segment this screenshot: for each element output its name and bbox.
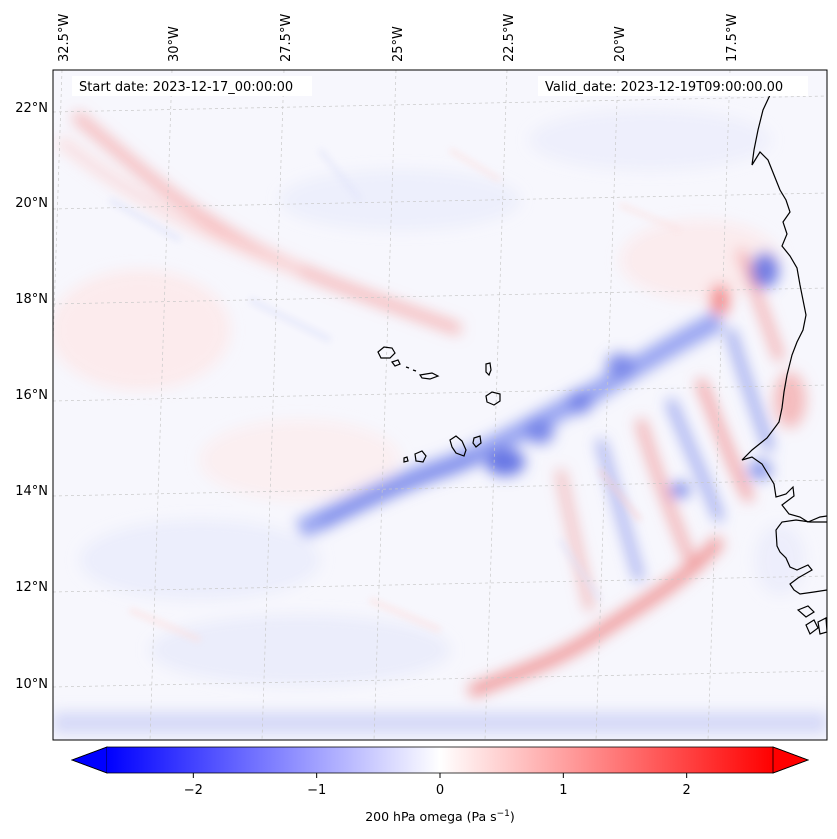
latitude-labels: 22°N 20°N 18°N 16°N 14°N 12°N 10°N [15,101,48,692]
colorbar-max-extend [772,746,810,774]
lon-label-25w: 25°W [391,26,406,62]
omega-texture [108,148,681,643]
island-sao-vicente [391,359,401,367]
colorbar-tick-label: 2 [683,783,691,798]
colorbar-label: 200 hPa omega (Pa s−1) [365,809,515,824]
start-date-label: Start date: 2023-12-17_00:00:00 [79,80,293,95]
lat-label-10n: 10°N [15,677,48,692]
lat-label-18n: 18°N [15,292,48,307]
lon-label-30w: 30°W [167,26,182,62]
lon-label-22-5w: 22.5°W [502,14,517,62]
colorbar-min-extend [70,746,108,774]
start-label-box [72,76,312,96]
lon-label-27-5w: 27.5°W [279,14,294,62]
map-frame [52,69,828,741]
lon-label-32-5w: 32.5°W [57,14,72,62]
colorbar-tick-label: −2 [184,783,203,798]
lat-label-14n: 14°N [15,484,48,499]
lat-label-16n: 16°N [15,388,48,403]
cape-verde-islands [377,346,501,463]
island-sal [485,362,492,377]
island-santiago [449,435,467,457]
colorbar-gradient [107,747,773,773]
lon-label-20w: 20°W [613,26,628,62]
map-area: Start date: 2023-12-17_00:00:00 Valid_da… [53,70,827,740]
colorbar-tick-label: 0 [436,783,444,798]
island-boa-vista [485,391,501,406]
island-sao-nicolau [418,372,440,380]
omega-field [53,110,827,734]
island-maio [472,435,482,448]
gridlines [53,70,827,740]
lat-label-20n: 20°N [15,196,48,211]
island-fogo [414,450,427,463]
guinea-bissau-coastline [775,519,827,595]
valid-date-label: Valid_date: 2023-12-19T09:00:00.00 [545,80,783,95]
lon-label-17-5w: 17.5°W [725,14,740,62]
island-santo-antao [377,346,396,359]
bijagos-islands [796,605,827,635]
colorbar-tick-label: 1 [559,783,567,798]
lat-label-12n: 12°N [15,580,48,595]
longitude-labels: 32.5°W 30°W 27.5°W 25°W 22.5°W 20°W 17.5… [57,14,740,62]
colorbar-tick-label: −1 [307,783,326,798]
african-coastline [741,94,827,523]
valid-label-box [538,76,808,96]
colorbar: −2 −1 0 1 2 200 hPa omega (Pa s−1) [70,746,810,824]
lat-label-22n: 22°N [15,101,48,116]
island-brava [403,456,409,463]
